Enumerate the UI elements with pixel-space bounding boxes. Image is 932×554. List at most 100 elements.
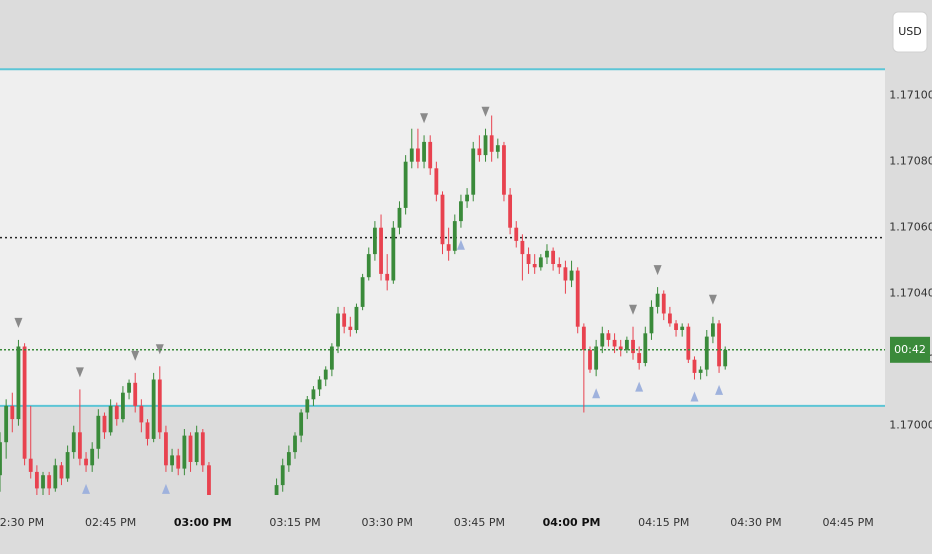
candle-body (0, 442, 2, 476)
candle-body (157, 379, 162, 433)
axes: 1.170001.170201.170401.170601.170801.171… (0, 11, 932, 529)
candle-body (317, 379, 322, 390)
candle-body (188, 435, 193, 462)
candle-body (22, 346, 27, 459)
candle-body (299, 412, 304, 436)
sell-marker (481, 106, 490, 117)
candle-body (4, 405, 9, 443)
x-tick-label: 03:30 PM (362, 516, 413, 529)
x-tick-label: 04:30 PM (730, 516, 781, 529)
candle-body (465, 194, 469, 202)
candle-body (59, 465, 64, 479)
candle-body (446, 244, 451, 251)
candle-body (674, 323, 678, 330)
candle-body (600, 333, 605, 347)
y-tick-label: 1.17080 (889, 155, 932, 168)
candle-body (360, 277, 365, 307)
candle-body (416, 148, 420, 162)
countdown-box (890, 336, 930, 363)
candle-body (293, 435, 297, 453)
currency-button[interactable] (892, 11, 928, 53)
countdown-label: 00:42 (894, 343, 926, 356)
candle-body (28, 458, 33, 472)
candle-body (200, 432, 205, 466)
candle-body (459, 201, 463, 222)
candle-body (194, 432, 199, 462)
candle-body (342, 313, 347, 327)
candle-body (170, 455, 174, 466)
candle-body (145, 422, 150, 439)
x-tick-label: 03:00 PM (174, 516, 232, 529)
candle-body (280, 465, 285, 486)
candle-body (428, 141, 433, 169)
candle-body (655, 293, 660, 307)
candle-body (409, 148, 414, 162)
candle-body (440, 194, 445, 245)
candle-body (477, 148, 482, 156)
candle-body (311, 389, 316, 400)
candle-body (422, 141, 426, 162)
candle-body (53, 465, 58, 489)
sell-marker (155, 344, 164, 355)
sell-marker (708, 294, 717, 305)
buy-marker (161, 483, 170, 494)
candle-body (643, 333, 648, 363)
candle-body (102, 415, 107, 433)
candle-body (569, 270, 574, 281)
candle-body (151, 379, 156, 439)
y-tick-label: 1.17040 (889, 287, 932, 300)
candle-body (723, 349, 728, 367)
candle-body (348, 326, 353, 330)
candle-body (372, 227, 377, 255)
candle-body (612, 339, 617, 347)
currency-label[interactable]: USD (898, 25, 922, 38)
candle-body (717, 323, 721, 367)
candle-body (557, 264, 562, 268)
candle-body (680, 326, 685, 330)
candle-body (354, 306, 359, 330)
sell-marker (653, 265, 662, 276)
candle-body (391, 227, 396, 281)
candle-body (508, 194, 513, 228)
y-tick-label: 1.17000 (889, 419, 932, 432)
candle-body (618, 346, 623, 350)
y-tick-label: 1.17100 (889, 89, 932, 102)
candle-body (133, 382, 138, 406)
candle-body (581, 326, 586, 350)
buy-marker (592, 388, 601, 399)
sell-marker (75, 367, 84, 378)
candle-body (538, 257, 543, 268)
candle-body (624, 339, 629, 350)
candle-body (686, 326, 691, 360)
x-tick-label: 04:00 PM (543, 516, 601, 529)
sell-marker (420, 113, 429, 124)
candle-body (661, 293, 666, 314)
candle-body (366, 254, 371, 278)
candle-body (90, 448, 95, 466)
candle-body (471, 148, 476, 195)
y-tick-label: 1.17060 (889, 221, 932, 234)
candle-body (594, 346, 599, 370)
candle-body (329, 346, 334, 370)
candle-body (34, 471, 39, 489)
candle-body (305, 399, 310, 413)
candle-body (385, 273, 390, 281)
x-tick-label: 02:30 PM (0, 516, 44, 529)
candle-body (545, 250, 549, 258)
candle-body (495, 145, 500, 152)
buy-marker (635, 381, 644, 392)
candle-body (114, 405, 119, 420)
candle-body (667, 313, 672, 324)
candle-body (551, 250, 556, 264)
candle-body (520, 240, 525, 255)
candle-body (575, 270, 580, 327)
x-tick-label: 03:45 PM (454, 516, 505, 529)
candle-body (274, 485, 279, 495)
candle-body (692, 359, 697, 373)
candle-body (207, 465, 211, 495)
buy-marker (690, 391, 699, 402)
candle-body (526, 254, 531, 264)
candle-body (489, 135, 494, 152)
